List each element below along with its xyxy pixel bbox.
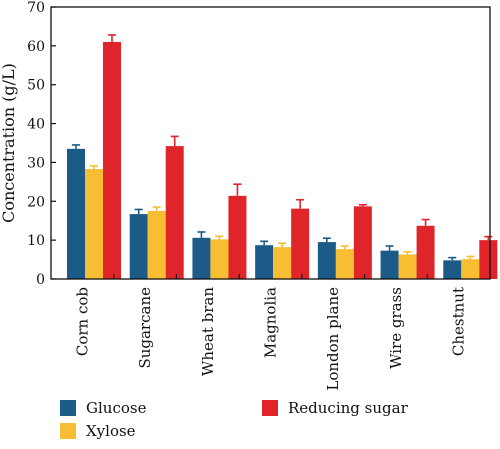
legend-item-reducing-sugar: Reducing sugar xyxy=(262,399,409,417)
axes xyxy=(50,6,491,280)
bar-reducing-sugar-5 xyxy=(416,225,435,279)
error-bar-xylose-2 xyxy=(215,235,224,240)
y-tick-label: 50 xyxy=(27,78,45,94)
x-category-label: Wire grass xyxy=(387,287,405,369)
y-tick-label: 60 xyxy=(27,39,45,55)
legend: Glucose Xylose Reducing sugar xyxy=(60,399,409,440)
bar-glucose-0 xyxy=(67,148,85,279)
bar-xylose-6 xyxy=(461,259,480,279)
error-bar-xylose-0 xyxy=(90,165,98,170)
error-bar-glucose-0 xyxy=(72,144,80,149)
x-category-label: Chestnut xyxy=(450,287,468,356)
y-axis-title: Concentration (g/L) xyxy=(0,63,18,223)
legend-swatch xyxy=(60,400,76,416)
bar-glucose-3 xyxy=(255,245,274,279)
x-category-label: Wheat bran xyxy=(199,287,217,376)
error-bar-glucose-6 xyxy=(448,256,457,261)
bar-xylose-2 xyxy=(210,239,229,279)
bar-reducing-sugar-2 xyxy=(228,195,247,279)
y-tick-label: 10 xyxy=(27,233,45,249)
error-bar-reducing-sugar-3 xyxy=(296,198,305,209)
legend-label: Reducing sugar xyxy=(288,399,409,417)
bar-xylose-3 xyxy=(273,247,292,279)
bar-reducing-sugar-3 xyxy=(291,208,310,279)
legend-label: Xylose xyxy=(86,422,136,440)
bar-reducing-sugar-0 xyxy=(103,41,121,279)
x-category-label: Sugarcane xyxy=(136,287,154,369)
error-bar-glucose-2 xyxy=(197,231,206,238)
legend-swatch xyxy=(262,400,278,416)
y-tick-label: 70 xyxy=(27,0,45,16)
error-bar-xylose-1 xyxy=(152,206,161,211)
error-bar-xylose-3 xyxy=(278,242,287,248)
legend-label: Glucose xyxy=(86,399,147,417)
error-bar-reducing-sugar-1 xyxy=(170,135,179,147)
bar-glucose-5 xyxy=(380,250,399,279)
y-tick-label: 40 xyxy=(27,117,45,133)
bar-reducing-sugar-4 xyxy=(353,206,372,279)
bar-glucose-2 xyxy=(192,237,211,279)
error-bar-reducing-sugar-2 xyxy=(233,183,242,196)
legend-item-xylose: Xylose xyxy=(60,422,136,440)
legend-item-glucose: Glucose xyxy=(60,399,147,417)
error-bar-glucose-1 xyxy=(134,208,143,215)
y-tick-label: 0 xyxy=(36,272,45,288)
labels: 0 10 20 30 40 50 60 70 Corn cob Sugarcane Wheat br… xyxy=(0,0,468,391)
bar-glucose-1 xyxy=(129,214,148,279)
error-bar-reducing-sugar-5 xyxy=(421,218,430,226)
error-bar-glucose-5 xyxy=(385,245,394,251)
error-bar-xylose-6 xyxy=(466,255,475,260)
x-category-label: Magnolia xyxy=(262,287,280,358)
y-tick-label: 20 xyxy=(27,194,45,210)
bar-xylose-5 xyxy=(398,254,417,279)
error-bar-reducing-sugar-6 xyxy=(484,235,493,241)
bars-layer xyxy=(67,34,498,279)
error-bar-reducing-sugar-0 xyxy=(108,34,116,42)
bar-reducing-sugar-1 xyxy=(165,146,184,279)
error-bar-reducing-sugar-4 xyxy=(358,203,367,207)
bar-glucose-6 xyxy=(443,260,462,279)
error-bar-xylose-4 xyxy=(340,245,349,250)
x-category-label: London plane xyxy=(324,287,342,391)
y-tick-label: 30 xyxy=(27,155,45,171)
legend-swatch xyxy=(60,423,76,439)
x-category-label: Corn cob xyxy=(73,287,91,356)
error-bar-xylose-5 xyxy=(403,251,412,255)
bar-xylose-4 xyxy=(335,249,354,279)
bar-xylose-1 xyxy=(147,211,166,279)
plot-frame xyxy=(50,6,491,280)
bar-glucose-4 xyxy=(317,242,336,279)
bar-xylose-0 xyxy=(85,169,103,279)
error-bar-glucose-3 xyxy=(260,240,269,246)
bar-reducing-sugar-6 xyxy=(479,240,498,279)
error-bar-glucose-4 xyxy=(322,237,331,243)
